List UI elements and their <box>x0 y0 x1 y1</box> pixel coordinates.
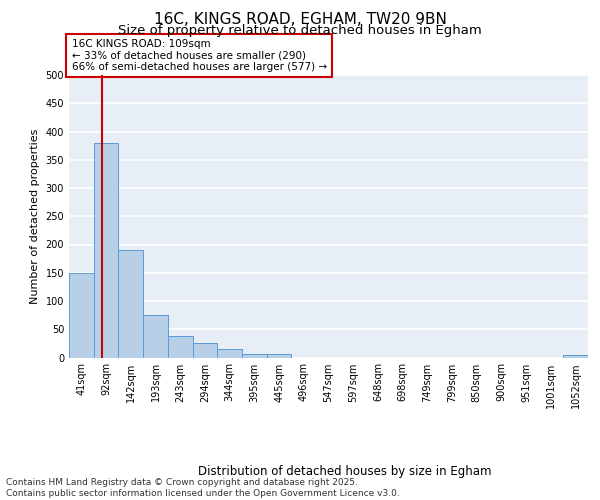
Bar <box>143 315 168 358</box>
Text: Contains HM Land Registry data © Crown copyright and database right 2025.
Contai: Contains HM Land Registry data © Crown c… <box>6 478 400 498</box>
Y-axis label: Number of detached properties: Number of detached properties <box>30 128 40 304</box>
Text: Size of property relative to detached houses in Egham: Size of property relative to detached ho… <box>118 24 482 37</box>
Text: Distribution of detached houses by size in Egham: Distribution of detached houses by size … <box>198 464 492 477</box>
Text: 16C KINGS ROAD: 109sqm
← 33% of detached houses are smaller (290)
66% of semi-de: 16C KINGS ROAD: 109sqm ← 33% of detached… <box>71 39 327 72</box>
Bar <box>69 273 94 357</box>
Bar <box>118 250 143 358</box>
Bar <box>94 143 118 358</box>
Text: 16C, KINGS ROAD, EGHAM, TW20 9BN: 16C, KINGS ROAD, EGHAM, TW20 9BN <box>154 12 446 28</box>
Bar <box>193 344 217 357</box>
Bar <box>267 354 292 358</box>
Bar <box>242 354 267 358</box>
Bar <box>217 349 242 358</box>
Bar <box>563 354 588 358</box>
Bar <box>168 336 193 357</box>
